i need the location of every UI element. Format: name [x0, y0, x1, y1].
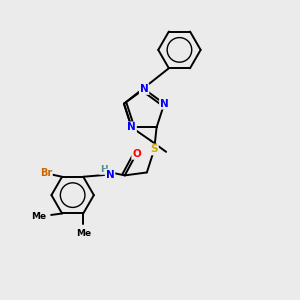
Text: Me: Me: [32, 212, 47, 221]
Text: N: N: [127, 122, 136, 132]
Text: N: N: [140, 84, 148, 94]
Text: O: O: [132, 149, 141, 159]
Text: Br: Br: [40, 168, 52, 178]
Text: N: N: [160, 99, 169, 109]
Text: N: N: [106, 169, 114, 179]
Text: Me: Me: [76, 229, 91, 238]
Text: H: H: [100, 165, 107, 174]
Text: S: S: [151, 145, 158, 154]
